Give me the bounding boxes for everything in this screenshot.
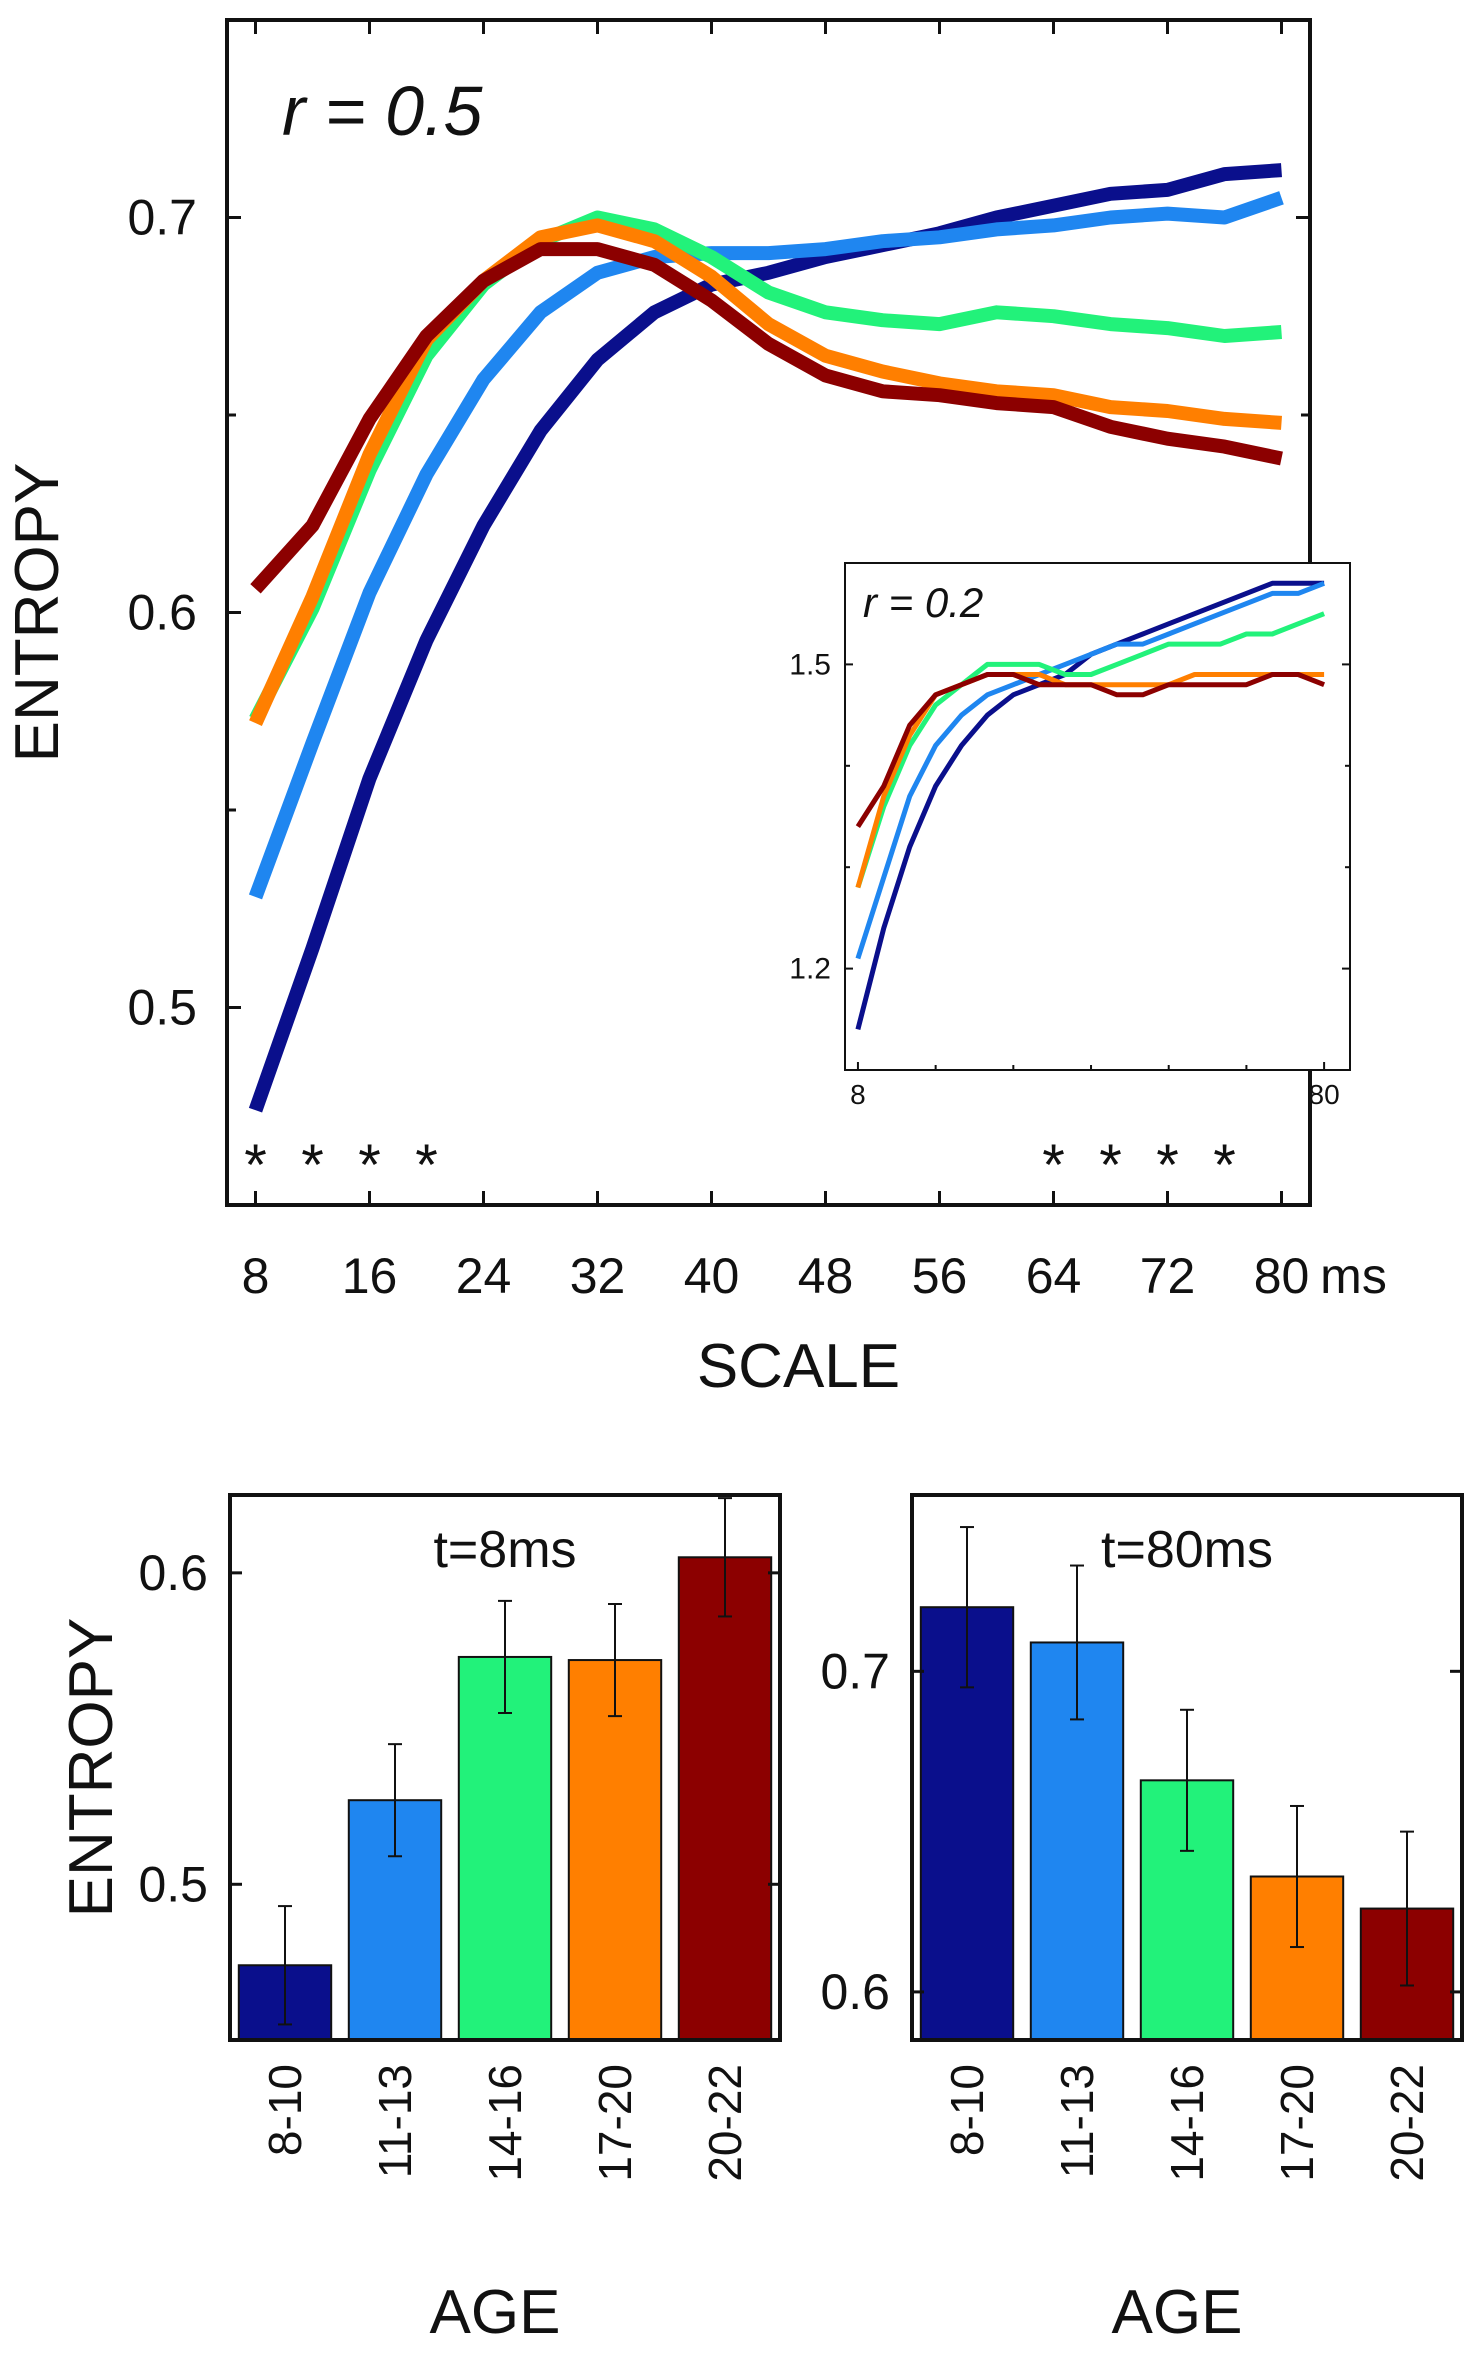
- main-x-axis-title: SCALE: [697, 1332, 900, 1401]
- inset-x-tick-label: 80: [1309, 1079, 1340, 1110]
- bar-chart-bars_8ms: 8-10 11-13 14-16 17-20 20-22 0.5 0.6 t=8ms AGE EN…: [57, 1493, 782, 2347]
- main-x-tick-label: 40: [684, 1248, 740, 1304]
- y-tick-label: 0.6: [138, 1545, 208, 1601]
- inset-y-tick-label: 1.5: [789, 648, 831, 681]
- significance-marker: *: [301, 1133, 324, 1198]
- main-y-tick-label: 0.5: [127, 980, 197, 1036]
- main-x-tick-label: 24: [456, 1248, 512, 1304]
- main-series-line-11-13: [248, 191, 1284, 900]
- main-chart-title: r = 0.5: [282, 72, 483, 150]
- significance-marker: *: [1213, 1133, 1236, 1198]
- bar-chart-bars_80ms: 8-10 11-13 14-16 17-20 20-22 0.6 0.7 t=80ms AGE: [820, 1493, 1464, 2347]
- significance-marker: *: [1042, 1133, 1065, 1198]
- inset-series-line-14-16: [855, 611, 1326, 889]
- main-x-unit: ms: [1320, 1248, 1387, 1304]
- bar-chart-title: t=8ms: [433, 1521, 576, 1579]
- category-label: 14-16: [479, 2064, 531, 2182]
- bar-17-20: [567, 1659, 663, 2041]
- main-x-tick-label: 16: [342, 1248, 398, 1304]
- inset-chart-title: r = 0.2: [863, 579, 983, 626]
- category-label: 20-22: [699, 2064, 751, 2182]
- significance-marker: *: [358, 1133, 381, 1198]
- y-tick-label: 0.7: [820, 1643, 890, 1699]
- main-line-chart: 8 16 24 32 40 48 56 64 72 80 ms0.50.60.7SCALEENTRO…: [3, 18, 1387, 1401]
- main-x-tick-label: 80: [1254, 1248, 1310, 1304]
- main-y-tick-label: 0.7: [127, 190, 197, 246]
- main-x-tick-label: 56: [912, 1248, 968, 1304]
- main-series-line-8-10: [248, 163, 1282, 1113]
- y-axis-title: ENTROPY: [57, 1618, 126, 1918]
- significance-marker: *: [1099, 1133, 1122, 1198]
- bar-chart-title: t=80ms: [1101, 1521, 1273, 1579]
- category-label: 20-22: [1381, 2064, 1433, 2182]
- category-label: 11-13: [1051, 2064, 1103, 2178]
- y-tick-label: 0.6: [820, 1964, 890, 2020]
- bar-20-22: [677, 1556, 773, 2042]
- main-x-tick-label: 32: [570, 1248, 626, 1304]
- inset-plot-frame: [844, 562, 1351, 1071]
- y-tick-label: 0.5: [138, 1856, 208, 1912]
- significance-marker: *: [1156, 1133, 1179, 1198]
- significance-marker: *: [244, 1133, 267, 1198]
- main-y-axis-title: ENTROPY: [3, 463, 72, 763]
- category-label: 11-13: [369, 2064, 421, 2178]
- main-x-tick-label: 64: [1026, 1248, 1082, 1304]
- bar-14-16: [457, 1655, 553, 2041]
- inset-line-chart: 8 80 1.2 1.5 r = 0.2: [789, 562, 1351, 1110]
- category-label: 14-16: [1161, 2064, 1213, 2182]
- main-x-tick-label: 48: [798, 1248, 854, 1304]
- inset-series-line-20-22: [855, 672, 1326, 828]
- main-x-tick-label: 8: [242, 1248, 270, 1304]
- plot-frame-bars_80ms: [910, 1493, 1464, 2042]
- x-axis-title: AGE: [430, 2278, 561, 2347]
- plot-frame-bars_8ms: [228, 1493, 782, 2042]
- x-axis-title: AGE: [1112, 2278, 1243, 2347]
- main-series-line-20-22: [250, 242, 1283, 594]
- category-label: 8-10: [941, 2064, 993, 2156]
- main-y-tick-label: 0.6: [127, 585, 197, 641]
- inset-series-line-11-13: [855, 580, 1326, 960]
- inset-y-tick-label: 1.2: [789, 953, 831, 986]
- category-label: 17-20: [1271, 2064, 1323, 2182]
- inset-x-tick-label: 8: [850, 1079, 866, 1110]
- main-x-tick-label: 72: [1140, 1248, 1196, 1304]
- significance-marker: *: [415, 1133, 438, 1198]
- main-series-line-14-16: [249, 210, 1282, 723]
- category-label: 8-10: [259, 2064, 311, 2156]
- category-label: 17-20: [589, 2064, 641, 2182]
